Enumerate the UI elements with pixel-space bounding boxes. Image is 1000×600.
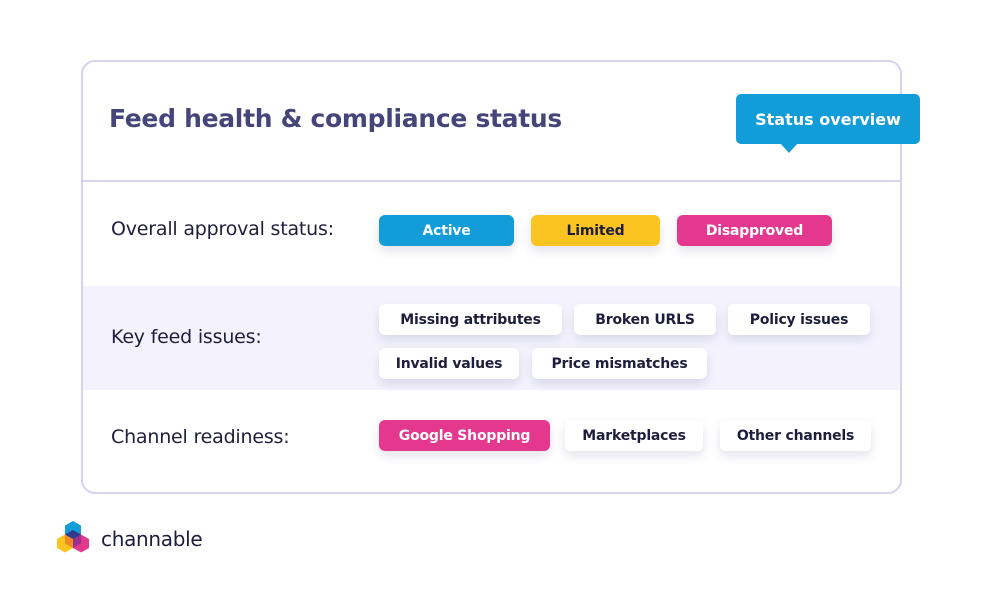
channel-readiness-row: Channel readiness: Google Shopping Marke… [83, 390, 900, 492]
status-overview-tooltip: Status overview [736, 94, 920, 153]
approval-status-row: Overall approval status: Active Limited … [83, 182, 900, 286]
key-feed-issues-row: Key feed issues: Missing attributes Brok… [83, 286, 900, 390]
approval-status-label: Overall approval status: [111, 218, 334, 240]
channable-logo-icon [57, 521, 89, 553]
limited-chip[interactable]: Limited [531, 215, 660, 246]
card-header: Feed health & compliance status [83, 62, 900, 182]
key-feed-issues-label: Key feed issues: [111, 326, 262, 348]
card-title: Feed health & compliance status [109, 104, 562, 133]
policy-issues-chip[interactable]: Policy issues [728, 304, 870, 335]
missing-attributes-chip[interactable]: Missing attributes [379, 304, 562, 335]
marketplaces-chip[interactable]: Marketplaces [565, 420, 703, 451]
disapproved-chip[interactable]: Disapproved [677, 215, 832, 246]
channable-logo-text: channable [101, 527, 203, 551]
google-shopping-chip[interactable]: Google Shopping [379, 420, 550, 451]
channel-readiness-label: Channel readiness: [111, 426, 290, 448]
active-chip[interactable]: Active [379, 215, 514, 246]
other-channels-chip[interactable]: Other channels [720, 420, 871, 451]
price-mismatches-chip[interactable]: Price mismatches [532, 348, 707, 379]
broken-urls-chip[interactable]: Broken URLS [574, 304, 716, 335]
invalid-values-chip[interactable]: Invalid values [379, 348, 519, 379]
